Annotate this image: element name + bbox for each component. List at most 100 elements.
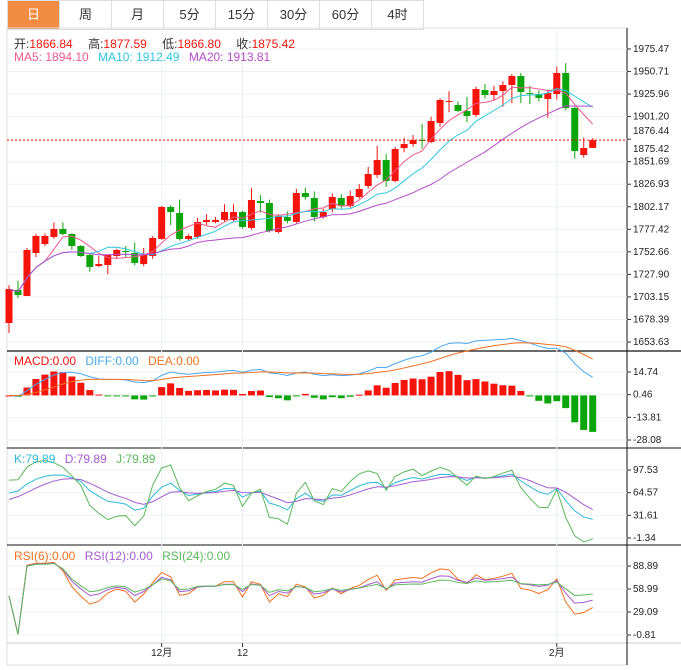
candle-up: [158, 207, 166, 239]
macd-legend: MACD:0.00 DIFF:0.00 DEA:0.00: [14, 354, 205, 368]
candle-up: [355, 188, 363, 198]
candle-up: [32, 235, 40, 253]
macd-bar: [274, 395, 282, 399]
macd-bar: [41, 374, 49, 396]
price-tick-label: 1727.90: [633, 269, 670, 280]
macd-bar: [319, 395, 327, 400]
macd-bar: [517, 390, 525, 396]
j-line: [8, 459, 593, 543]
current-price-box: [628, 142, 681, 155]
macd-bar: [373, 385, 381, 396]
macd-bar: [310, 395, 318, 398]
candle-up: [203, 219, 211, 222]
rsi-tick-label: -0.81: [633, 630, 656, 641]
macd-bar: [283, 395, 291, 401]
candle-down: [382, 160, 390, 181]
rsi-tick-label: 58.99: [633, 584, 658, 595]
current-price-label: 1875.42: [633, 144, 670, 155]
candle-up: [427, 120, 435, 143]
macd-bar: [544, 395, 552, 404]
price-tick-label: 1826.93: [633, 179, 670, 190]
candle-up: [445, 100, 453, 102]
low-value: 1866.80: [177, 37, 221, 51]
kdj-tick-label: -1.34: [633, 533, 656, 544]
tab-7[interactable]: 4时: [372, 1, 424, 29]
candle-up: [212, 219, 220, 222]
candle-down: [238, 212, 246, 227]
candle-up: [490, 91, 498, 96]
macd-bar: [499, 385, 507, 396]
rsi12-value: RSI(12):0.00: [84, 549, 153, 563]
candle-up: [194, 221, 202, 237]
macd-bar: [176, 387, 184, 396]
price-tick-label: 1901.20: [633, 112, 670, 123]
macd-bar: [194, 390, 202, 396]
macd-bar: [391, 382, 399, 396]
candle-down: [535, 94, 543, 98]
candle-down: [571, 107, 579, 152]
tab-6[interactable]: 60分: [320, 1, 372, 29]
macd-tick-label: -13.81: [633, 412, 662, 423]
candle-up: [409, 140, 417, 145]
high-value: 1877.59: [103, 37, 147, 51]
candle-up: [5, 288, 13, 324]
rsi-tick-label: 88.89: [633, 561, 658, 572]
ma10-value: MA10: 1912.49: [98, 50, 180, 64]
j-value: J:79.89: [116, 452, 156, 466]
period-tabs: 日周月 5分 15分 30分 60分 4时: [7, 0, 424, 30]
macd-bar: [104, 395, 112, 397]
macd-bar: [571, 395, 579, 423]
macd-bar: [292, 395, 300, 397]
candle-down: [517, 76, 525, 93]
candle-up: [185, 235, 193, 239]
candle-down: [526, 93, 534, 95]
macd-bar: [382, 387, 390, 396]
macd-bar: [463, 380, 471, 396]
d-value: D:79.89: [64, 452, 107, 466]
candle-up: [400, 144, 408, 149]
macd-bar: [346, 395, 354, 397]
candle-down: [77, 245, 85, 256]
candle-up: [373, 160, 381, 175]
macd-bar: [203, 389, 211, 396]
ma5-line: [8, 86, 594, 293]
d-line: [8, 475, 593, 510]
close-value: 1875.42: [251, 37, 295, 51]
macd-bar: [409, 378, 417, 396]
candle-down: [86, 254, 94, 268]
macd-bar: [454, 374, 462, 396]
candle-up: [589, 140, 597, 148]
price-tick-label: 1975.47: [633, 44, 670, 55]
candle-down: [337, 198, 345, 207]
candle-down: [418, 140, 426, 142]
open-label: 开:: [14, 37, 30, 51]
tab-0[interactable]: 日: [8, 1, 60, 29]
dea-line: [8, 342, 593, 397]
price-tick-label: 1925.96: [633, 89, 670, 100]
macd-bar: [472, 379, 480, 396]
candle-down: [131, 252, 139, 264]
x-tick-label: 12月: [151, 647, 172, 659]
macd-bar: [400, 379, 408, 396]
candle-up: [149, 237, 157, 256]
candle-up: [580, 148, 588, 156]
ma5-value: MA5: 1894.10: [14, 50, 89, 64]
tab-2[interactable]: 月: [112, 1, 164, 29]
candle-up: [499, 85, 507, 92]
candle-up: [346, 196, 354, 207]
tab-3[interactable]: 5分: [164, 1, 216, 29]
tab-1[interactable]: 周: [60, 1, 112, 29]
candle-down: [68, 233, 76, 246]
macd-bar: [490, 383, 498, 396]
tab-5[interactable]: 30分: [268, 1, 320, 29]
macd-bar: [562, 395, 570, 409]
tab-4[interactable]: 15分: [216, 1, 268, 29]
macd-bar: [328, 395, 336, 398]
rsi-tick-label: 29.09: [633, 607, 658, 618]
candle-down: [256, 201, 264, 204]
macd-bar: [122, 395, 130, 397]
candle-up: [230, 212, 237, 220]
high-label: 高:: [88, 37, 104, 51]
close-label: 收:: [236, 37, 252, 51]
